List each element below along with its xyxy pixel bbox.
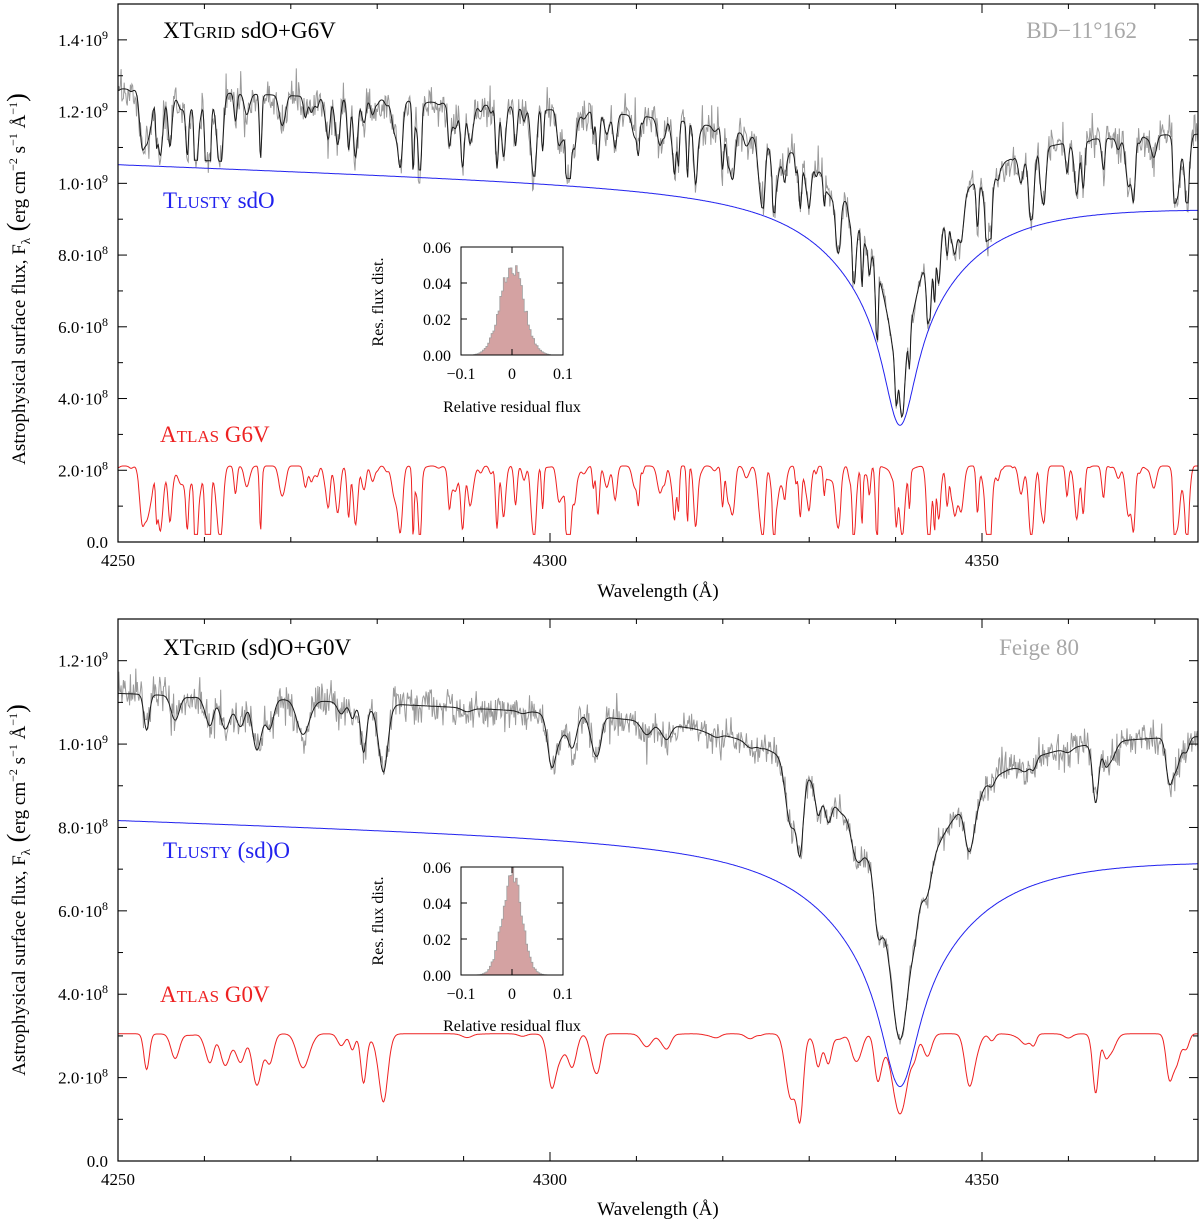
y-axis-title: Astrophysical surface flux, Fλ (erg cm−2… xyxy=(2,93,33,465)
tlusty-model-line xyxy=(117,164,1198,426)
atlas-model-line xyxy=(118,465,1198,535)
inset-x-title: Relative residual flux xyxy=(443,399,581,416)
x-tick-label: 4350 xyxy=(965,551,999,570)
residual-histogram-bars xyxy=(473,265,551,356)
composite-label: XTGRID (sd)O+G0V xyxy=(163,635,351,660)
residual-histogram-inset: Res. flux dist. Relative residual flux −… xyxy=(370,860,581,1035)
x-tick-label: 4250 xyxy=(101,1170,135,1189)
plot-frame xyxy=(117,618,1199,1162)
svg-text:Astrophysical surface flux, Fλ: Astrophysical surface flux, Fλ (erg cm−2… xyxy=(2,93,33,465)
inset-x-tick-label: 0 xyxy=(508,986,516,1003)
atlas-model-line xyxy=(118,1033,1199,1125)
panel-bottom: 4250 4300 4350 0.0 2.0·108 4.0·108 6.0·108 8.0·… xyxy=(2,618,1199,1220)
inset-x-tick-label: 0.1 xyxy=(553,986,573,1003)
inset-y-tick-label: 0.02 xyxy=(423,312,451,329)
atlas-label: ATLAS G0V xyxy=(160,982,270,1007)
axis-ticks: 4250 4300 4350 0.0 2.0·108 4.0·108 6.0·108 8.0·… xyxy=(58,4,1198,570)
inset-y-title: Res. flux dist. xyxy=(370,258,387,347)
inset-x-tick-label: −0.1 xyxy=(446,366,475,383)
x-tick-label: 4350 xyxy=(965,1170,999,1189)
y-tick-label: 4.0·108 xyxy=(58,387,108,409)
inset-y-tick-label: 0.04 xyxy=(423,276,451,293)
x-tick-label: 4300 xyxy=(533,1170,567,1189)
y-tick-label: 1.4·109 xyxy=(58,28,108,50)
tlusty-model-line xyxy=(118,820,1198,1088)
y-tick-label: 2.0·108 xyxy=(58,1066,108,1088)
residual-histogram-bars xyxy=(473,867,551,976)
y-tick-label: 0.0 xyxy=(87,533,108,552)
y-tick-label: 2.0·108 xyxy=(58,458,108,480)
y-tick-label: 8.0·108 xyxy=(58,815,108,837)
y-tick-label: 6.0·108 xyxy=(58,315,108,337)
x-tick-label: 4300 xyxy=(533,551,567,570)
x-tick-label: 4250 xyxy=(101,551,135,570)
tlusty-label: TLUSTY (sd)O xyxy=(163,838,290,863)
series-layer xyxy=(117,668,1199,1125)
x-axis-title: Wavelength (Å) xyxy=(597,1199,718,1220)
y-tick-label: 0.0 xyxy=(87,1152,108,1171)
inset-y-tick-label: 0.04 xyxy=(423,896,451,913)
residual-histogram-inset: Res. flux dist. Relative residual flux −… xyxy=(370,240,581,416)
y-axis-title: Astrophysical surface flux, Fλ (erg cm−2… xyxy=(2,704,33,1076)
inset-x-title: Relative residual flux xyxy=(443,1018,581,1035)
y-tick-label: 1.2·109 xyxy=(58,649,108,671)
inset-y-title: Res. flux dist. xyxy=(370,877,387,966)
panel-top: 4250 4300 4350 0.0 2.0·108 4.0·108 6.0·108 8.0·… xyxy=(2,3,1199,602)
tlusty-label: TLUSTY sdO xyxy=(163,188,275,213)
series-layer xyxy=(117,68,1199,535)
y-tick-label: 8.0·108 xyxy=(58,243,108,265)
atlas-label: ATLAS G6V xyxy=(160,422,270,447)
inset-y-tick-label: 0.06 xyxy=(423,860,451,877)
inset-x-tick-label: −0.1 xyxy=(446,986,475,1003)
inset-x-tick-label: 0 xyxy=(508,366,516,383)
x-axis-title: Wavelength (Å) xyxy=(597,581,718,602)
plot-frame xyxy=(117,3,1199,543)
star-name: BD−11°162 xyxy=(1026,18,1137,43)
composite-model-line xyxy=(118,692,1199,1041)
inset-y-tick-label: 0.00 xyxy=(423,968,451,985)
y-tick-label: 1.0·109 xyxy=(58,732,108,754)
inset-x-tick-label: 0.1 xyxy=(553,366,573,383)
y-tick-label: 4.0·108 xyxy=(58,982,108,1004)
y-tick-label: 1.2·109 xyxy=(58,100,108,122)
y-tick-label: 6.0·108 xyxy=(58,899,108,921)
inset-y-tick-label: 0.00 xyxy=(423,348,451,365)
inset-y-tick-label: 0.02 xyxy=(423,932,451,949)
observed-spectrum-line xyxy=(117,668,1199,1045)
star-name: Feige 80 xyxy=(999,635,1079,660)
composite-model-line xyxy=(117,88,1198,419)
composite-label: XTGRID sdO+G6V xyxy=(163,18,336,43)
inset-y-tick-label: 0.06 xyxy=(423,240,451,257)
axis-ticks: 4250 4300 4350 0.0 2.0·108 4.0·108 6.0·108 8.0·… xyxy=(58,619,1198,1189)
y-tick-label: 1.0·109 xyxy=(58,171,108,193)
svg-text:Astrophysical surface flux, Fλ: Astrophysical surface flux, Fλ (erg cm−2… xyxy=(2,704,33,1076)
